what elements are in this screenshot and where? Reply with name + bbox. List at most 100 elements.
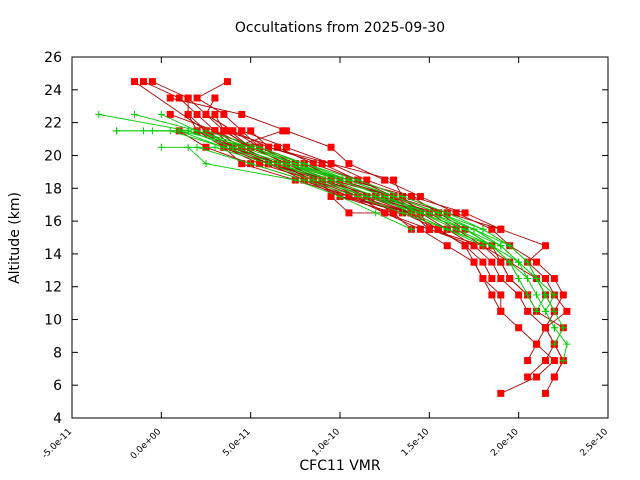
data-point-square [541,389,549,397]
data-point-square [425,225,433,233]
data-point-square [515,324,523,332]
data-point-square [166,94,174,102]
data-point-square [515,291,523,299]
data-point-plus [202,160,210,168]
data-point-plus [148,127,156,135]
data-point-plus [434,209,442,217]
data-point-square [524,373,532,381]
data-point-plus [515,258,523,266]
data-point-square [238,110,246,118]
data-point-square [550,373,558,381]
data-point-square [363,176,371,184]
data-point-square [279,127,287,135]
data-point-square [533,340,541,348]
data-point-square [193,110,201,118]
data-point-square [541,275,549,283]
data-point-square [488,275,496,283]
data-point-plus [354,176,362,184]
data-point-square [443,242,451,250]
y-tick-label: 18 [44,181,62,197]
data-point-square [390,176,398,184]
data-point-square [327,143,335,151]
y-tick-label: 14 [44,247,62,263]
data-point-square [247,127,255,135]
data-point-plus [559,324,567,332]
series-line-red [214,130,493,279]
data-point-square [541,357,549,365]
data-point-square [184,110,192,118]
data-point-square [541,324,549,332]
data-point-square [497,291,505,299]
data-point-plus [265,160,273,168]
data-point-plus [416,209,424,217]
data-point-square [229,127,237,135]
data-point-plus [300,160,308,168]
data-point-square [282,143,290,151]
data-point-square [506,275,514,283]
y-tick-label: 4 [53,411,62,427]
series-line-red [205,97,564,378]
data-point-square [497,225,505,233]
data-point-square [139,78,147,86]
data-point-plus [550,324,558,332]
data-point-plus [184,143,192,151]
data-point-plus [202,127,210,135]
data-point-square [559,291,567,299]
x-tick-label: 1.5e-10 [400,427,432,459]
series-line-green [116,130,547,312]
data-point-plus [399,192,407,200]
data-point-plus [443,225,451,233]
data-point-square [497,307,505,315]
data-point-square [223,78,231,86]
data-point-plus [506,242,514,250]
data-point-plus [131,110,139,118]
y-tick-label: 16 [44,214,62,230]
data-point-plus [524,258,532,266]
data-point-plus [336,192,344,200]
data-point-plus [452,225,460,233]
data-point-square [497,275,505,283]
data-point-square [345,192,353,200]
data-point-square [166,110,174,118]
data-point-square [265,143,273,151]
data-point-plus [563,340,571,348]
series-line-green [161,146,520,279]
data-point-square [550,275,558,283]
data-point-plus [193,127,201,135]
y-tick-label: 20 [44,148,62,164]
series-line-red [241,130,448,214]
data-point-plus [506,258,514,266]
data-point-plus [541,307,549,315]
data-point-square [533,258,541,266]
data-point-square [416,192,424,200]
data-point-square [211,110,219,118]
data-point-plus [524,275,532,283]
data-point-plus [550,340,558,348]
data-point-square [131,78,139,86]
data-point-plus [550,291,558,299]
data-point-square [345,160,353,168]
data-point-plus [113,127,121,135]
data-point-plus [363,192,371,200]
data-point-plus [95,110,103,118]
x-tick-label: -5.0e-11 [40,427,74,461]
data-point-square [524,357,532,365]
data-point-plus [139,127,147,135]
data-point-square [381,209,389,217]
data-point-square [345,209,353,217]
data-point-plus [175,127,183,135]
data-point-square [488,291,496,299]
data-point-square [479,275,487,283]
series-line-green [187,130,502,247]
data-point-plus [461,225,469,233]
data-point-square [327,160,335,168]
data-point-square [282,127,290,135]
data-point-square [256,160,264,168]
data-point-plus [533,275,541,283]
data-point-square [470,242,478,250]
y-tick-label: 12 [44,280,62,296]
data-point-square [381,176,389,184]
x-tick-label: 0.0e+00 [129,427,164,462]
data-point-plus [390,192,398,200]
